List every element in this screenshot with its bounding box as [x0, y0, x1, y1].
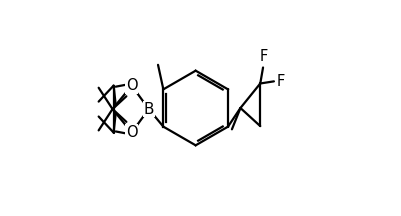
Text: F: F — [259, 49, 267, 64]
Text: O: O — [126, 125, 137, 140]
Text: B: B — [143, 102, 154, 117]
Text: F: F — [276, 74, 284, 89]
Text: O: O — [126, 78, 137, 93]
